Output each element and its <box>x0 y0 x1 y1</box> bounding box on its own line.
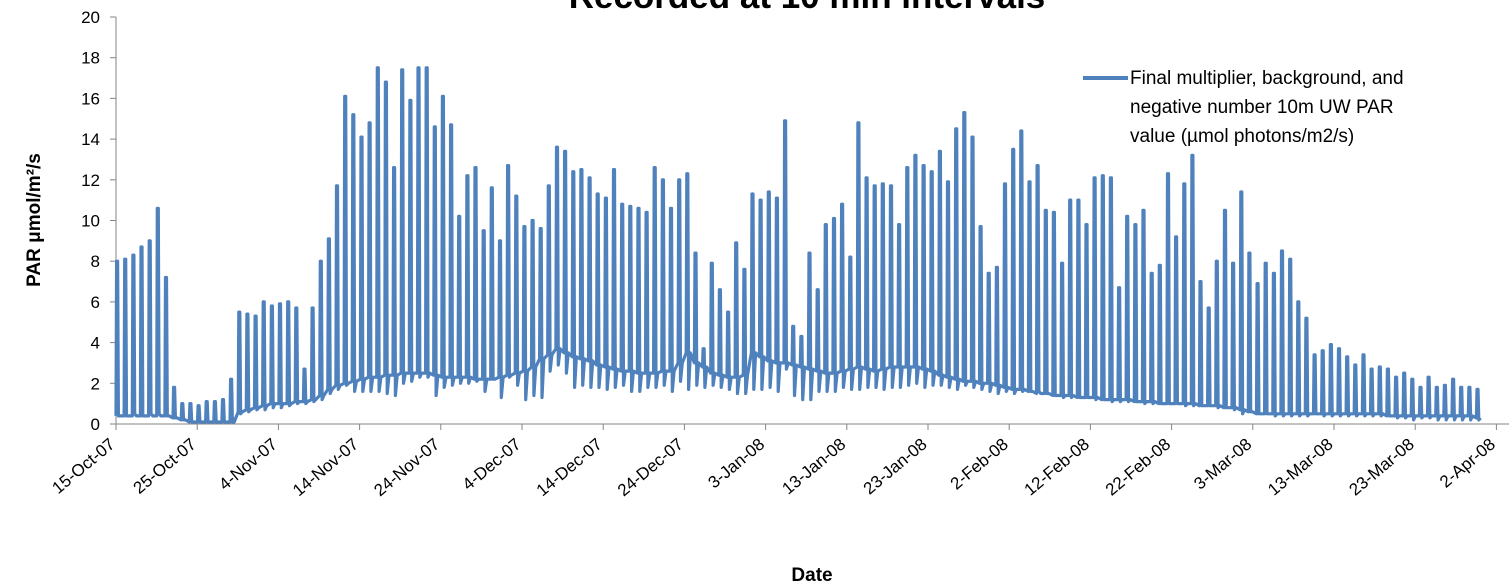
x-axis-title: Date <box>791 565 832 586</box>
x-tick-label: 15-Oct-07 <box>48 435 118 498</box>
x-tick-label: 3-Mar-08 <box>1190 435 1255 494</box>
x-tick-label: 3-Jan-08 <box>705 435 769 493</box>
x-tick-label: 4-Dec-07 <box>459 435 525 494</box>
x-tick-label: 2-Feb-08 <box>947 435 1012 494</box>
y-tick-label: 18 <box>81 49 100 68</box>
legend-label-line-3: value (µmol photons/m2/s) <box>1130 126 1354 147</box>
x-tick-label: 25-Oct-07 <box>130 435 200 498</box>
y-axis-title: PAR μmol/m²/s <box>24 153 45 287</box>
chart-title: Recorded at 10 min intervals <box>569 0 1046 16</box>
x-tick-label: 23-Jan-08 <box>860 435 931 499</box>
x-axis: 15-Oct-07 25-Oct-07 4-Nov-07 14-Nov-07 24-No… <box>48 423 1509 501</box>
series-line <box>114 66 1482 424</box>
legend-label-line-1: Final multiplier, background, and <box>1130 68 1404 89</box>
y-tick-label: 2 <box>91 374 100 393</box>
y-tick-label: 16 <box>81 89 100 108</box>
x-tick-label: 13-Jan-08 <box>779 435 850 499</box>
x-tick-label: 2-Apr-08 <box>1436 435 1499 492</box>
x-tick-label: 4-Nov-07 <box>215 435 281 494</box>
x-tick-label: 14-Nov-07 <box>289 435 362 501</box>
x-tick-label: 12-Feb-08 <box>1021 435 1093 500</box>
y-tick-label: 14 <box>81 130 100 149</box>
x-tick-label: 22-Feb-08 <box>1102 435 1174 500</box>
legend: Final multiplier, background, and negati… <box>1083 68 1404 147</box>
chart-title-text: Recorded at 10 min intervals <box>569 0 1046 16</box>
x-tick-label: 14-Dec-07 <box>533 435 606 501</box>
y-tick-label: 20 <box>81 8 100 27</box>
x-tick-label: 24-Nov-07 <box>370 435 443 501</box>
x-tick-label: 23-Mar-08 <box>1345 435 1417 500</box>
y-tick-label: 0 <box>91 415 100 434</box>
y-tick-label: 6 <box>91 293 100 312</box>
legend-label-line-2: negative number 10m UW PAR <box>1130 97 1394 118</box>
y-tick-label: 12 <box>81 171 100 190</box>
y-axis: 0 2 4 6 8 10 12 14 16 18 20 <box>81 8 117 434</box>
y-tick-label: 8 <box>91 252 100 271</box>
plot-area <box>114 66 1482 424</box>
x-tick-label: 24-Dec-07 <box>614 435 687 501</box>
y-tick-label: 4 <box>91 334 100 353</box>
y-tick-label: 10 <box>81 212 100 231</box>
x-tick-label: 13-Mar-08 <box>1264 435 1336 500</box>
